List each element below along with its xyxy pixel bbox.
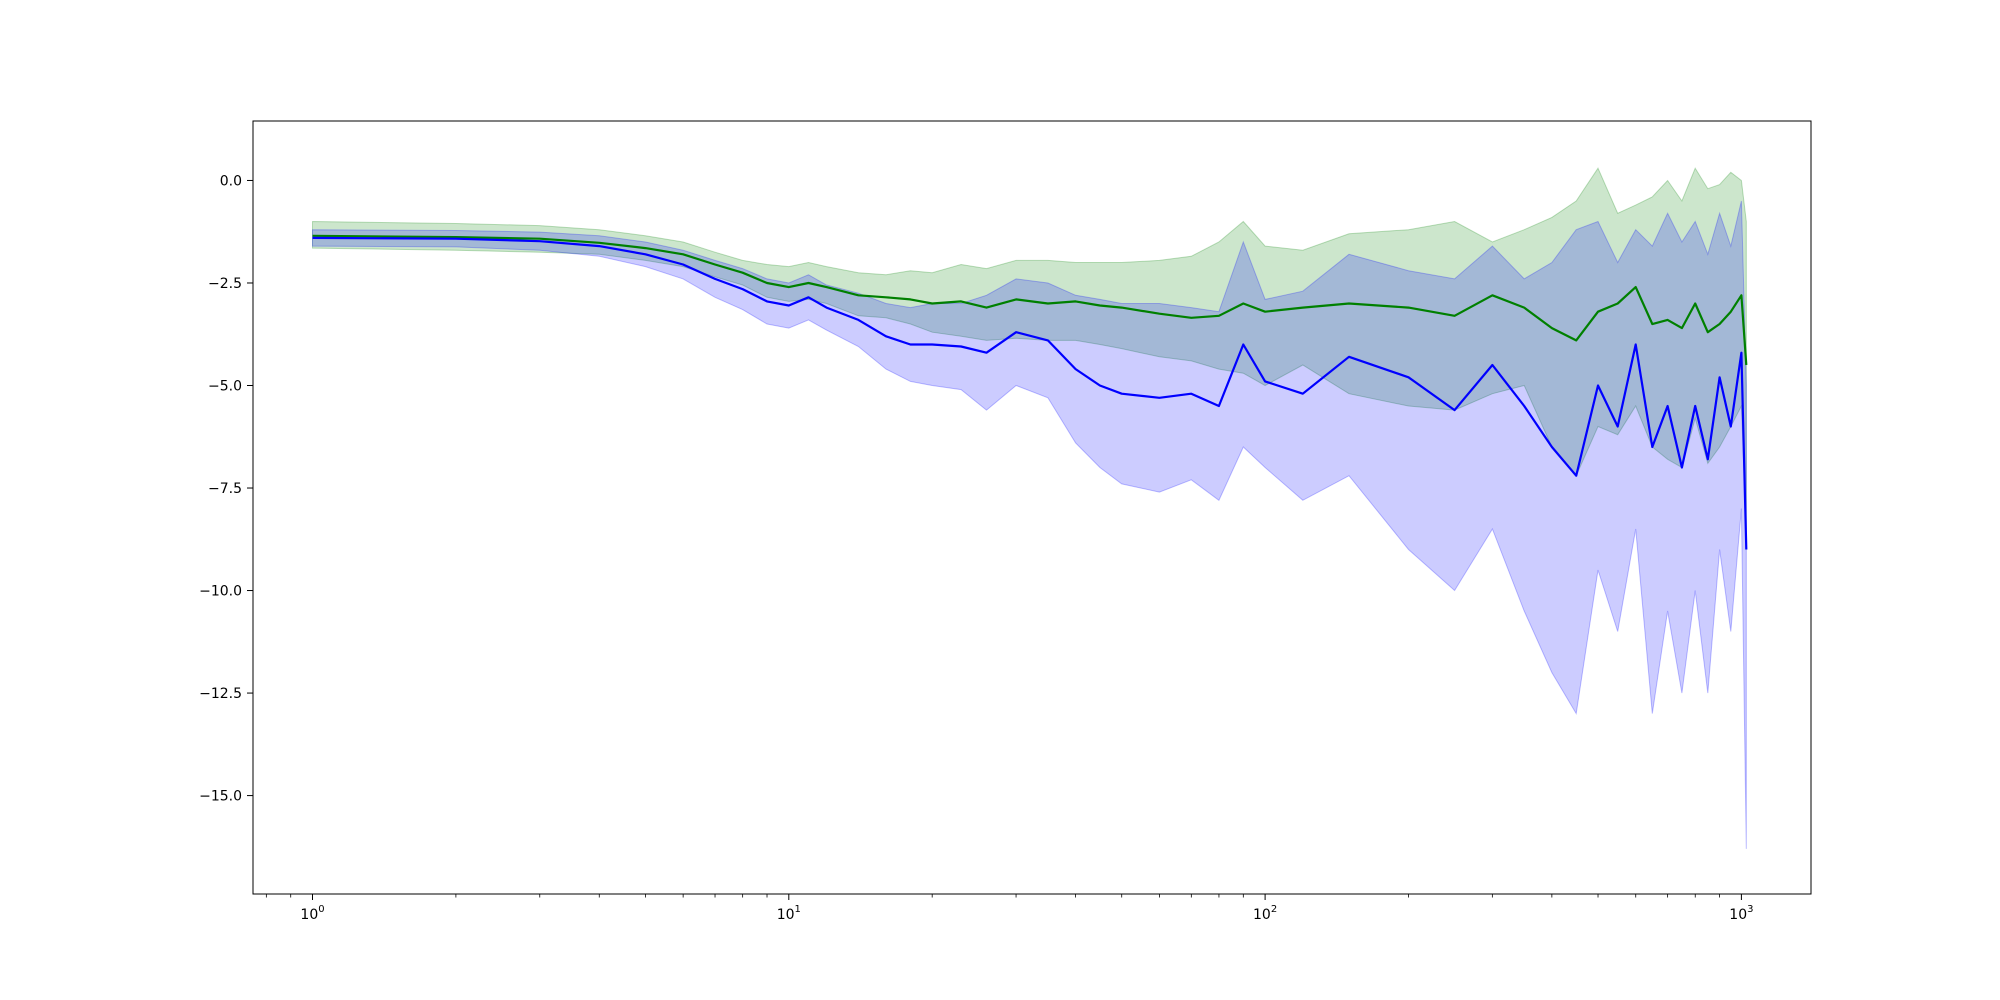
y-tick-label: −7.5 bbox=[208, 481, 242, 497]
y-tick-label: −2.5 bbox=[208, 276, 242, 292]
y-tick-label: −15.0 bbox=[199, 789, 242, 805]
series-1-line bbox=[312, 236, 1748, 550]
x-tick-label: 100 bbox=[300, 904, 324, 923]
series-1-band bbox=[312, 200, 1747, 849]
y-tick-label: −5.0 bbox=[208, 379, 242, 395]
x-tick-label: 101 bbox=[777, 904, 801, 923]
y-tick-label: −12.5 bbox=[199, 686, 242, 702]
series-0-line bbox=[312, 234, 1748, 366]
y-tick-label: 0.0 bbox=[220, 173, 242, 189]
x-axis: 100 101 102 103 bbox=[265, 894, 1754, 923]
x-tick-label: 102 bbox=[1253, 904, 1277, 923]
y-axis: 0.0 −2.5 −5.0 −7.5 −10.0 −12.5 −15.0 bbox=[199, 173, 253, 805]
confidence-bands bbox=[312, 167, 1747, 849]
x-tick-label: 103 bbox=[1729, 904, 1753, 923]
series-lines bbox=[312, 234, 1748, 550]
plot-area-frame bbox=[252, 120, 1812, 895]
y-tick-label: −10.0 bbox=[199, 584, 242, 600]
